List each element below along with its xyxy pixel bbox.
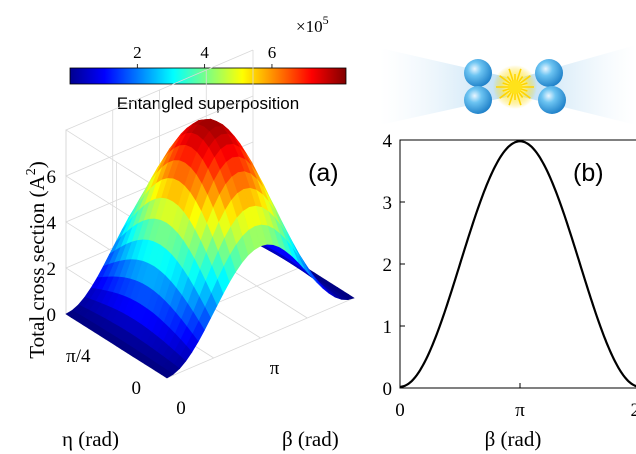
- panel-a-label: (a): [308, 159, 339, 187]
- left-beam: [380, 48, 511, 125]
- panel-a-eta-axis-label: η (rad): [62, 427, 119, 451]
- panel-a-axes: 0 2 4 6 0 π/4 0 π: [47, 167, 280, 419]
- collision-starburst-icon: [496, 68, 534, 106]
- panel-b-x-tick-label: 2π: [630, 400, 636, 421]
- panel-a-beta-tick-label: 0: [176, 398, 186, 419]
- panel-b-series-line: [399, 140, 636, 388]
- panel-a-eta-tick-label: 0: [132, 378, 142, 399]
- surface-patch: [160, 370, 174, 379]
- colorbar-tick-label: 6: [268, 43, 277, 62]
- colorbar-tick-label: 2: [133, 43, 142, 62]
- colorbar: 2 4 6 ×105 Entangled superposition: [69, 13, 347, 113]
- panel-a-z-tick-label: 2: [47, 259, 57, 280]
- colorbar-ticks: 2 4 6: [133, 43, 276, 68]
- starburst-core: [508, 80, 522, 94]
- panel-b-label: (b): [573, 159, 604, 187]
- particle-right-bottom: [538, 86, 566, 114]
- panel-a-beta-tick-label: π: [270, 358, 280, 379]
- colorbar-gradient: [69, 67, 347, 85]
- particle-left-bottom: [464, 86, 492, 114]
- particle-right-top: [535, 59, 563, 87]
- colorbar-label: Entangled superposition: [117, 94, 299, 113]
- panel-b-x-axis-label: β (rad): [485, 427, 542, 451]
- panel-a-eta-tick-label: π/4: [66, 346, 91, 367]
- panel-b: 0 1 2 3 4 0 π 2π (b) β (rad): [383, 131, 636, 451]
- right-beam: [519, 45, 636, 125]
- panel-b-ticks: 0 1 2 3 4 0 π 2π: [383, 131, 636, 421]
- panel-a-z-axis-label: Total cross section (A2): [24, 161, 49, 358]
- entanglement-illustration: [380, 45, 636, 125]
- panel-b-y-tick-label: 1: [383, 317, 393, 338]
- panel-a-z-tick-label: 6: [47, 167, 57, 188]
- panel-a-beta-axis-label: β (rad): [282, 427, 339, 451]
- panel-a-z-tick-label: 0: [47, 305, 57, 326]
- colorbar-tick-label: 4: [200, 43, 209, 62]
- grid-line-eta-floor: [166, 297, 355, 379]
- panel-b-x-tick-label: 0: [395, 400, 405, 421]
- panel-b-y-tick-label: 3: [383, 193, 393, 214]
- panel-a-surface: [65, 118, 355, 379]
- particle-left-top: [464, 59, 492, 87]
- panel-a-z-tick-label: 4: [47, 213, 57, 234]
- colorbar-multiplier: ×105: [296, 13, 329, 36]
- panel-b-y-tick-label: 4: [383, 131, 393, 152]
- panel-b-x-tick-label: π: [515, 400, 525, 421]
- panel-b-y-tick-label: 2: [383, 255, 393, 276]
- panel-b-y-tick-label: 0: [383, 379, 393, 400]
